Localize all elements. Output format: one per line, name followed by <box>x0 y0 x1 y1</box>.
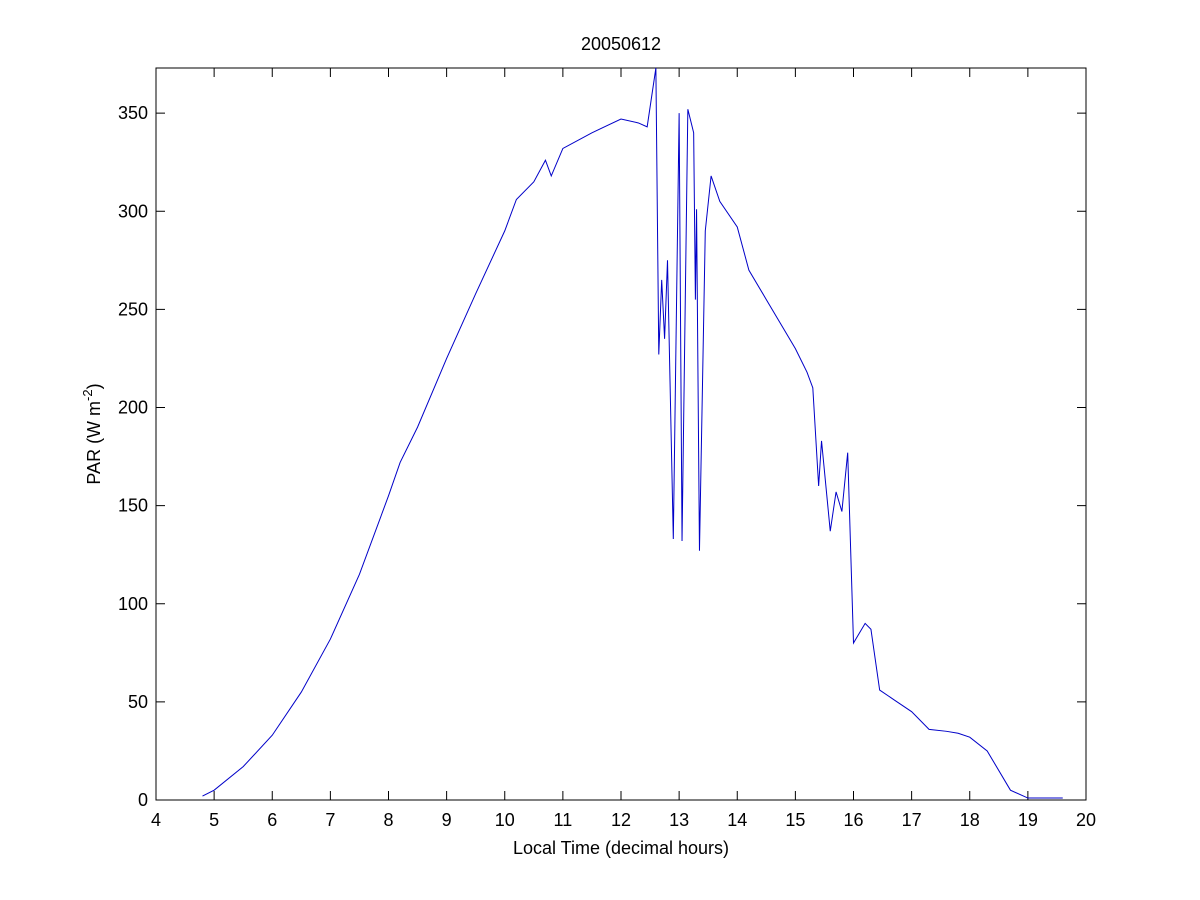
y-tick-label: 100 <box>118 594 148 614</box>
y-tick-label: 250 <box>118 299 148 319</box>
x-tick-label: 5 <box>209 810 219 830</box>
y-tick-label: 150 <box>118 496 148 516</box>
y-label-sup: -2 <box>80 389 95 401</box>
x-tick-label: 10 <box>495 810 515 830</box>
y-tick-label: 50 <box>128 692 148 712</box>
x-axis-label: Local Time (decimal hours) <box>513 838 729 858</box>
x-tick-label: 17 <box>902 810 922 830</box>
y-label-end: ) <box>84 383 104 389</box>
x-tick-label: 13 <box>669 810 689 830</box>
x-tick-label: 7 <box>325 810 335 830</box>
x-tick-label: 16 <box>843 810 863 830</box>
y-axis-label: PAR (W m-2) <box>80 383 104 484</box>
y-tick-label: 0 <box>138 790 148 810</box>
y-tick-label: 200 <box>118 398 148 418</box>
x-tick-label: 11 <box>554 810 573 830</box>
y-tick-label: 350 <box>118 103 148 123</box>
x-tick-label: 9 <box>442 810 452 830</box>
y-label-main: PAR (W m <box>84 401 104 485</box>
data-line <box>202 67 1063 799</box>
x-tick-label: 4 <box>151 810 161 830</box>
x-tick-label: 12 <box>611 810 631 830</box>
x-tick-label: 8 <box>383 810 393 830</box>
x-tick-label: 14 <box>727 810 747 830</box>
plot-area <box>155 67 1087 801</box>
y-tick-label: 300 <box>118 201 148 221</box>
x-tick-label: 19 <box>1018 810 1038 830</box>
x-tick-label: 20 <box>1076 810 1096 830</box>
x-tick-label: 6 <box>267 810 277 830</box>
chart-title: 20050612 <box>581 34 661 54</box>
x-tick-label: 15 <box>785 810 805 830</box>
x-tick-label: 18 <box>960 810 980 830</box>
